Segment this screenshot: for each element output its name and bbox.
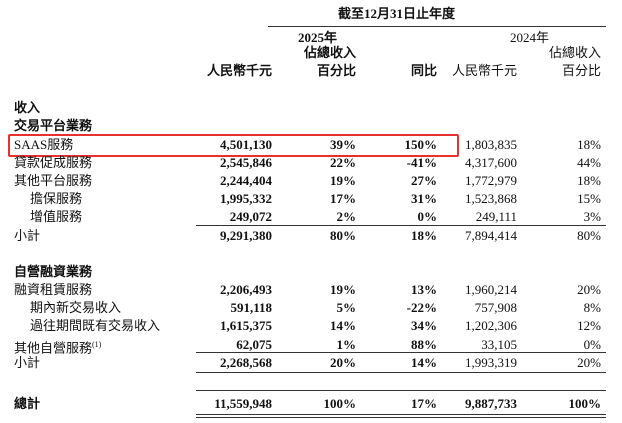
cell: 2,244,404 [220, 173, 272, 188]
cell: 1,960,214 [465, 282, 517, 297]
rule [196, 352, 606, 353]
cell: 1% [336, 337, 357, 352]
cell: 88% [411, 337, 437, 352]
row-label: 增值服務 [30, 209, 83, 224]
cell: 2% [336, 209, 357, 224]
cell: 22% [330, 155, 356, 170]
cell: 80% [330, 228, 356, 243]
cell: 2,545,846 [220, 155, 272, 170]
row-label: 期內新交易收入 [30, 300, 122, 315]
cell: 1,202,306 [465, 318, 517, 333]
cell: 249,111 [475, 209, 517, 224]
column-header: 佔總收入 [548, 45, 601, 60]
highlight-box [8, 134, 459, 157]
cell: 757,908 [474, 300, 517, 315]
cell: 20% [577, 282, 601, 297]
cell: -41% [406, 155, 437, 170]
cell: 249,072 [229, 209, 272, 224]
row-label: 融資租賃服務 [14, 282, 93, 297]
cell: 1,995,332 [220, 191, 272, 206]
row-label: SAAS服務 [14, 137, 74, 152]
row-label: 自營融資業務 [14, 264, 93, 279]
row-label: 貸款促成服務 [14, 155, 93, 170]
year-header: 2025年 [298, 30, 338, 45]
cell: -22% [406, 300, 437, 315]
row-label: 過往期間既有交易收入 [30, 318, 161, 333]
cell: 13% [411, 282, 437, 297]
cell: 0% [583, 337, 601, 352]
cell: 9,887,733 [465, 396, 517, 411]
cell: 80% [577, 228, 601, 243]
cell: 591,118 [230, 300, 272, 315]
header-rule [268, 26, 606, 27]
row-label: 總計 [14, 396, 41, 411]
rule [196, 225, 606, 226]
cell: 0% [417, 209, 438, 224]
cell: 1,772,979 [465, 173, 517, 188]
row-label: 其他自營服務(1) [14, 340, 102, 356]
cell: 1,803,835 [465, 137, 517, 152]
cell: 27% [411, 173, 437, 188]
cell: 18% [577, 137, 601, 152]
rule [196, 414, 606, 415]
period-header: 截至12月31日止年度 [338, 6, 456, 21]
cell: 3% [583, 209, 601, 224]
column-header: 同比 [410, 63, 437, 78]
rule [196, 390, 606, 391]
rule [196, 372, 606, 373]
cell: 8% [583, 300, 601, 315]
rule [196, 417, 606, 418]
column-header: 人民幣千元 [451, 63, 517, 78]
cell: 11,559,948 [214, 396, 272, 411]
column-header: 佔總收入 [303, 45, 356, 60]
row-label: 收入 [14, 100, 41, 115]
footnote-mark: (1) [92, 340, 102, 349]
column-header: 百分比 [561, 63, 601, 78]
cell: 62,075 [236, 337, 272, 352]
cell: 15% [577, 191, 601, 206]
cell: 1,615,375 [220, 318, 272, 333]
cell: 1,993,319 [465, 355, 517, 370]
cell: 20% [330, 355, 356, 370]
cell: 19% [330, 282, 356, 297]
cell: 20% [577, 355, 601, 370]
cell: 1,523,868 [465, 191, 517, 206]
row-label: 小計 [14, 228, 41, 243]
cell: 5% [336, 300, 357, 315]
cell: 18% [411, 228, 437, 243]
cell: 31% [411, 191, 437, 206]
row-label: 交易平台業務 [14, 118, 93, 133]
cell: 33,105 [481, 337, 517, 352]
column-header: 百分比 [316, 63, 356, 78]
cell: 4,317,600 [465, 155, 517, 170]
cell: 150% [404, 137, 438, 152]
cell: 17% [411, 396, 437, 411]
row-label: 其他平台服務 [14, 173, 93, 188]
cell: 14% [411, 355, 437, 370]
cell: 2,206,493 [220, 282, 272, 297]
cell: 4,501,130 [220, 137, 272, 152]
column-header: 人民幣千元 [206, 63, 272, 78]
cell: 100% [323, 396, 357, 411]
cell: 100% [568, 396, 602, 411]
cell: 14% [330, 318, 356, 333]
cell: 18% [577, 173, 601, 188]
cell: 44% [577, 155, 601, 170]
cell: 34% [411, 318, 437, 333]
cell: 19% [330, 173, 356, 188]
cell: 39% [330, 137, 356, 152]
cell: 2,268,568 [220, 355, 272, 370]
cell: 12% [577, 318, 601, 333]
row-label: 擔保服務 [30, 191, 83, 206]
cell: 17% [330, 191, 356, 206]
cell: 9,291,380 [220, 228, 272, 243]
row-label: 小計 [14, 355, 41, 370]
year-header: 2024年 [510, 30, 550, 45]
cell: 7,894,414 [465, 228, 517, 243]
